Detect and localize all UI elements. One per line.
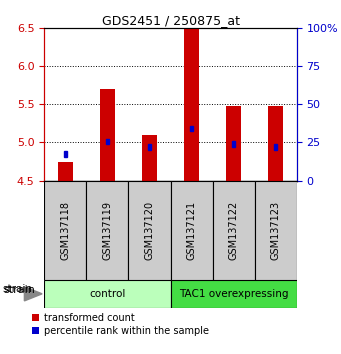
Bar: [86, 181, 129, 280]
Bar: [58, 161, 73, 181]
Bar: [212, 181, 255, 280]
Bar: [44, 181, 86, 280]
Bar: [100, 89, 115, 181]
Bar: [232, 141, 235, 147]
Text: control: control: [89, 289, 125, 299]
Text: GSM137120: GSM137120: [145, 200, 154, 260]
Title: GDS2451 / 250875_at: GDS2451 / 250875_at: [102, 14, 239, 27]
Bar: [184, 28, 199, 181]
Bar: [255, 181, 297, 280]
Bar: [64, 151, 67, 156]
Bar: [274, 144, 277, 150]
Bar: [106, 139, 109, 144]
Text: GSM137122: GSM137122: [228, 200, 239, 260]
Text: TAC1 overexpressing: TAC1 overexpressing: [179, 289, 288, 299]
Bar: [170, 280, 297, 308]
Bar: [268, 106, 283, 181]
Bar: [44, 280, 170, 308]
Bar: [148, 144, 151, 150]
Text: GSM137123: GSM137123: [271, 200, 281, 260]
Bar: [142, 135, 157, 181]
Bar: [190, 126, 193, 131]
Bar: [170, 181, 212, 280]
Text: GSM137118: GSM137118: [60, 201, 70, 259]
Polygon shape: [25, 287, 42, 301]
Text: GSM137119: GSM137119: [102, 201, 113, 259]
Text: GSM137121: GSM137121: [187, 200, 196, 260]
Bar: [226, 106, 241, 181]
Legend: transformed count, percentile rank within the sample: transformed count, percentile rank withi…: [32, 313, 209, 336]
Text: strain: strain: [3, 285, 35, 295]
Bar: [129, 181, 170, 280]
Text: strain: strain: [2, 284, 32, 294]
